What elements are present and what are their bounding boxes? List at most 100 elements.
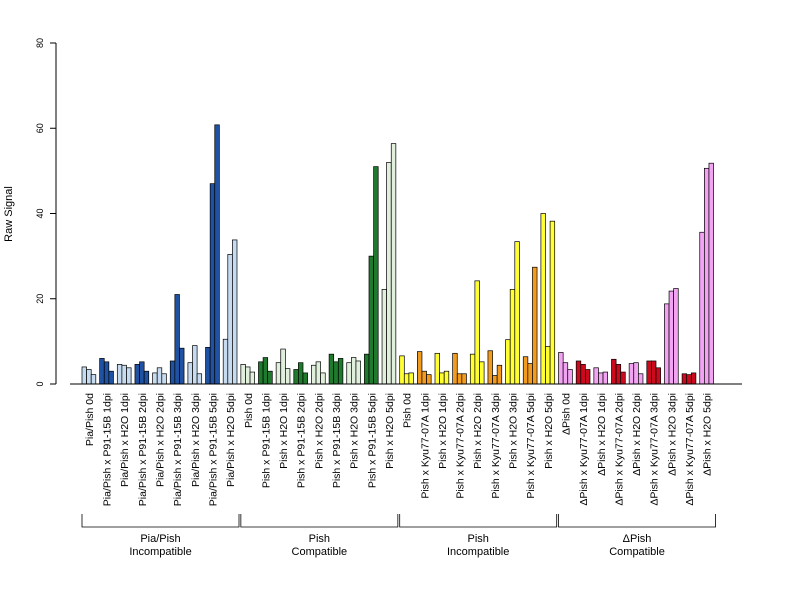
bar [545, 346, 551, 385]
x-tick-label: ΔPish x H2O 5dpi [702, 393, 714, 476]
bar [156, 367, 163, 385]
bar [381, 289, 387, 385]
y-tick-label: 80 [35, 38, 45, 48]
y-axis: 0 20 40 60 80 [35, 38, 57, 387]
group-bracket [81, 514, 240, 528]
bar [298, 362, 304, 385]
bar [651, 360, 657, 385]
group-label-line1: Pish [309, 533, 330, 545]
bar [602, 371, 608, 385]
bar [699, 231, 705, 385]
bar [355, 360, 361, 385]
bar [99, 358, 105, 385]
bar [311, 364, 317, 385]
x-tick-label: Pia/Pish x H2O 5dpi [225, 393, 237, 487]
group-brackets: Pia/PishIncompatiblePishCompatiblePishIn… [81, 514, 716, 558]
bar [161, 373, 167, 385]
group-label-line2: Incompatible [447, 546, 509, 558]
x-tick-label: Pish x Kyu77-07A 5dpi [525, 393, 537, 499]
bar [593, 367, 599, 385]
bar [152, 372, 158, 385]
bar [126, 367, 132, 385]
bar [285, 368, 291, 385]
bar [386, 162, 392, 385]
y-tick-label: 0 [35, 381, 45, 386]
x-tick-label: Pish x H2O 5dpi [384, 393, 396, 469]
bar [615, 364, 622, 385]
bar [240, 364, 246, 385]
bar [664, 303, 670, 385]
bar [134, 364, 140, 385]
x-tick-label: Pia/Pish x P91-15B 1dpi [102, 393, 114, 506]
y-axis-label: Raw Signal [3, 186, 15, 242]
bar [205, 346, 211, 385]
bar [187, 362, 193, 385]
bar [668, 290, 674, 385]
bar [509, 289, 516, 385]
bar [373, 166, 379, 385]
bar [558, 352, 564, 385]
bar [390, 143, 397, 385]
bar [169, 360, 176, 385]
bar [275, 362, 282, 385]
bar [267, 370, 273, 385]
bar [328, 353, 335, 385]
bar [86, 369, 92, 385]
bar [681, 373, 688, 385]
x-tick-label: Pish x Kyu77-07A 3dpi [490, 393, 502, 499]
group-label-line1: ΔPish [623, 533, 652, 545]
bar [439, 372, 445, 385]
x-tick-label: ΔPish x Kyu77-07A 1dpi [578, 393, 590, 506]
bar [474, 280, 480, 385]
group-bracket [399, 514, 558, 528]
x-tick-label: Pish x H2O 2dpi [472, 393, 484, 469]
bar [637, 373, 644, 385]
x-tick-label: Pish x P91-15B 5dpi [366, 393, 378, 488]
bar [452, 352, 458, 385]
bar [417, 351, 423, 385]
bar [585, 369, 591, 385]
bar [549, 220, 556, 385]
bar [598, 372, 604, 385]
bar [620, 371, 626, 385]
x-tick-label: ΔPish x H2O 1dpi [596, 393, 608, 476]
bar [403, 373, 410, 385]
bar [492, 375, 498, 385]
bar [479, 361, 485, 385]
x-tick-label: Pish x Kyu77-07A 2dpi [455, 393, 467, 499]
bar [426, 374, 432, 385]
x-tick-label: ΔPish x Kyu77-07A 3dpi [649, 393, 661, 506]
y-tick-label: 40 [35, 208, 45, 218]
bars [81, 124, 714, 385]
x-tick-label: Pish x H2O 3dpi [508, 393, 520, 469]
group-label-line2: Incompatible [129, 546, 191, 558]
x-tick-label: Pia/Pish x P91-15B 5dpi [207, 393, 219, 506]
group-label-line2: Compatible [609, 546, 665, 558]
bar [302, 372, 308, 385]
x-tick-label: Pish x Kyu77-07A 1dpi [419, 393, 431, 499]
bar [121, 364, 127, 385]
bar [232, 239, 238, 385]
x-tick-label: Pish x P91-15B 2dpi [296, 393, 308, 488]
bar [443, 370, 450, 385]
y-tick-label: 20 [35, 294, 45, 304]
x-tick-label: ΔPish x Kyu77-07A 2dpi [613, 393, 625, 506]
bar [690, 372, 697, 385]
bar [320, 372, 326, 385]
x-tick-label: Pish x H2O 2dpi [313, 393, 325, 469]
x-tick-label: Pish x H2O 1dpi [278, 393, 290, 469]
x-tick-label: Pish x H2O 5dpi [543, 393, 555, 469]
x-tick-label: Pish 0d [402, 393, 414, 428]
bar [633, 362, 639, 385]
bar [540, 213, 546, 385]
bar [116, 364, 123, 385]
x-tick-label: Pish x P91-15B 3dpi [331, 393, 343, 488]
x-tick-label: ΔPish x H2O 2dpi [631, 393, 643, 476]
x-tick-label: ΔPish x Kyu77-07A 5dpi [684, 393, 696, 506]
group-label-line1: Pish [467, 533, 488, 545]
bar [179, 347, 185, 385]
bar [703, 167, 710, 385]
x-tick-label: ΔPish x H2O 3dpi [666, 393, 678, 476]
bar [333, 361, 339, 385]
